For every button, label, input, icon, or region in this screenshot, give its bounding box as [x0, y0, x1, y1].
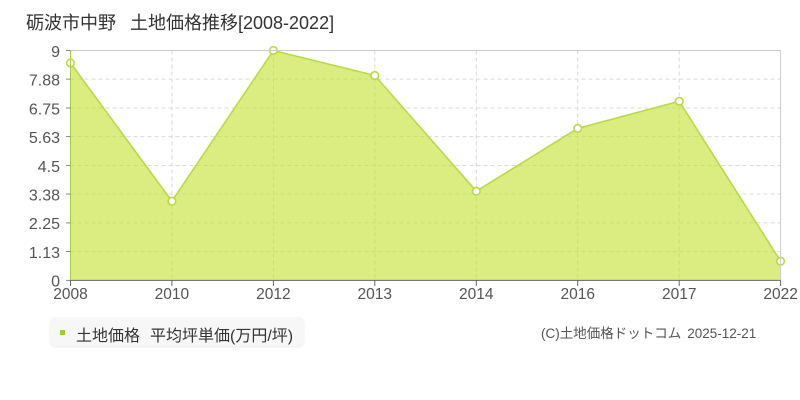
- svg-text:6.75: 6.75: [29, 101, 60, 118]
- svg-text:2008: 2008: [53, 286, 87, 303]
- svg-text:5.63: 5.63: [29, 130, 60, 147]
- svg-text:2010: 2010: [155, 286, 190, 303]
- svg-text:2012: 2012: [256, 286, 290, 303]
- svg-text:7.88: 7.88: [29, 73, 60, 90]
- svg-text:2022: 2022: [763, 286, 797, 303]
- svg-text:2016: 2016: [560, 286, 594, 303]
- svg-text:3.38: 3.38: [29, 187, 60, 204]
- svg-text:2014: 2014: [459, 286, 494, 303]
- svg-text:2013: 2013: [358, 286, 392, 303]
- svg-text:1.13: 1.13: [29, 245, 60, 262]
- svg-text:4.5: 4.5: [38, 159, 60, 176]
- svg-text:2.25: 2.25: [29, 216, 60, 233]
- svg-text:9: 9: [51, 44, 60, 61]
- svg-text:2017: 2017: [662, 286, 696, 303]
